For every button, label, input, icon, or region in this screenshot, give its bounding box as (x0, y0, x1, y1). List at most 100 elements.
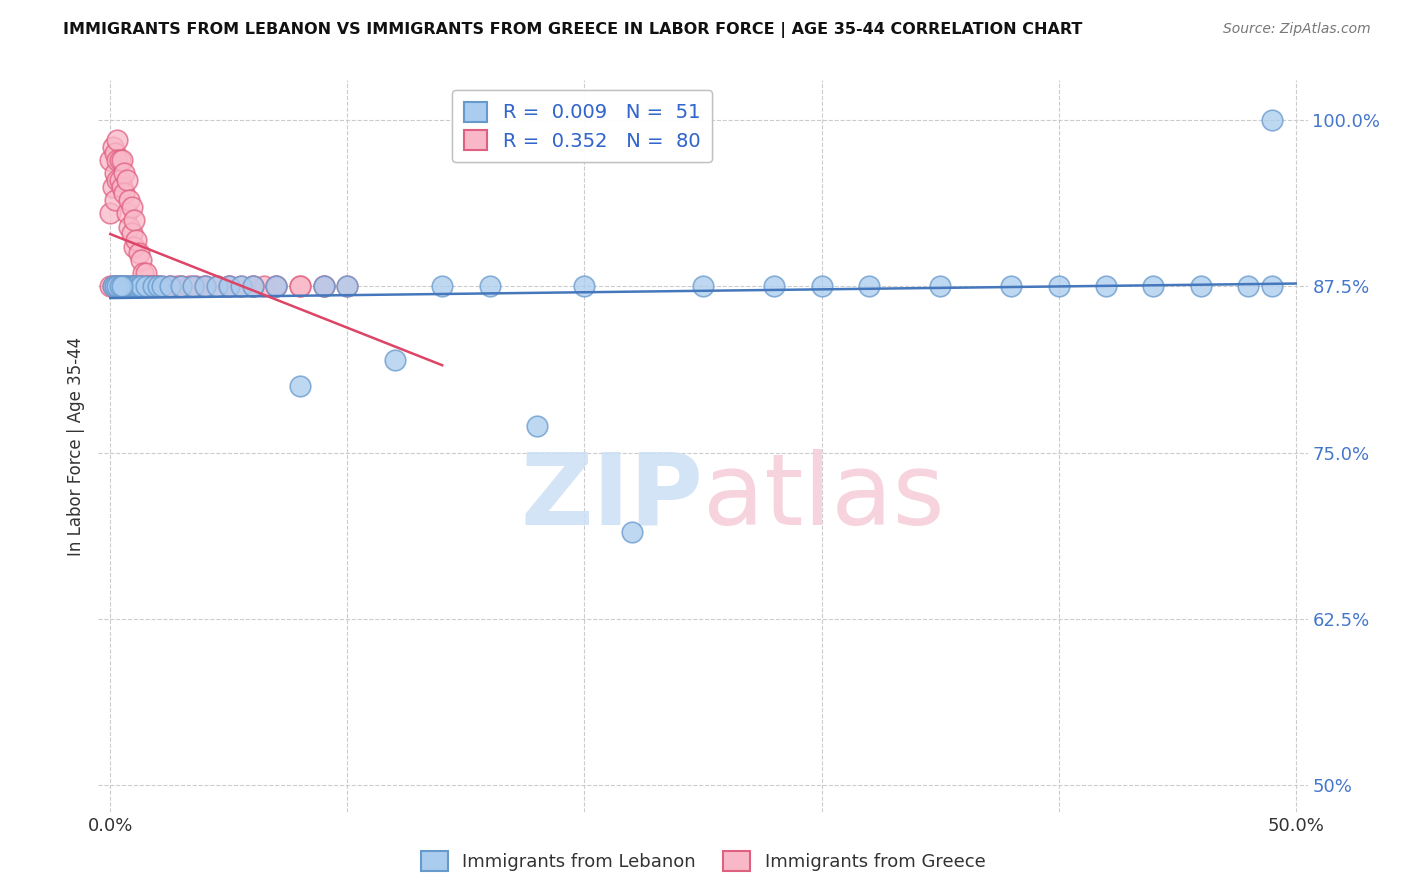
Point (143, 279, 166, 293)
Point (104, 279, 127, 293)
Point (111, 279, 134, 293)
Point (101, 279, 124, 293)
Point (136, 279, 159, 293)
Point (242, 279, 264, 293)
Point (336, 279, 359, 293)
Point (1189, 279, 1212, 293)
Legend: Immigrants from Lebanon, Immigrants from Greece: Immigrants from Lebanon, Immigrants from… (413, 844, 993, 879)
Point (1047, 279, 1070, 293)
Point (170, 279, 193, 293)
Text: Source: ZipAtlas.com: Source: ZipAtlas.com (1223, 22, 1371, 37)
Point (763, 279, 786, 293)
Point (288, 279, 311, 293)
Point (929, 279, 952, 293)
Point (194, 279, 217, 293)
Point (115, 279, 138, 293)
Point (118, 279, 141, 293)
Point (312, 279, 335, 293)
Point (111, 279, 134, 293)
Point (122, 279, 145, 293)
Point (105, 153, 128, 167)
Point (312, 279, 335, 293)
Point (118, 193, 141, 207)
Point (1261, 113, 1284, 128)
Point (858, 279, 880, 293)
Point (114, 279, 136, 293)
Point (432, 279, 454, 293)
Point (118, 279, 141, 293)
Point (115, 173, 138, 187)
Point (101, 279, 124, 293)
Point (574, 279, 596, 293)
Point (114, 186, 136, 201)
Point (264, 279, 287, 293)
Point (108, 173, 131, 187)
Point (177, 279, 200, 293)
Point (122, 279, 145, 293)
Point (218, 279, 240, 293)
Point (526, 419, 548, 434)
Point (142, 279, 165, 293)
Point (104, 193, 127, 207)
Point (312, 279, 335, 293)
Point (194, 279, 217, 293)
Point (288, 279, 311, 293)
Point (118, 219, 141, 234)
Point (101, 179, 124, 194)
Point (146, 279, 169, 293)
Point (135, 279, 157, 293)
Point (105, 279, 128, 293)
Point (142, 279, 165, 293)
Point (129, 252, 152, 267)
Point (122, 213, 145, 227)
Point (166, 279, 188, 293)
Point (115, 206, 138, 220)
Point (242, 279, 264, 293)
Point (125, 279, 148, 293)
Point (1095, 279, 1118, 293)
Point (121, 279, 143, 293)
Point (121, 200, 143, 214)
Point (129, 279, 152, 293)
Point (139, 279, 162, 293)
Point (98, 153, 121, 167)
Point (111, 179, 134, 194)
Text: IMMIGRANTS FROM LEBANON VS IMMIGRANTS FROM GREECE IN LABOR FORCE | AGE 35-44 COR: IMMIGRANTS FROM LEBANON VS IMMIGRANTS FR… (63, 22, 1083, 38)
Point (264, 279, 287, 293)
Point (105, 133, 128, 147)
Point (108, 279, 131, 293)
Point (205, 279, 228, 293)
Point (218, 279, 240, 293)
Point (108, 279, 131, 293)
Point (105, 173, 128, 187)
Point (142, 279, 165, 293)
Point (146, 279, 169, 293)
Point (125, 233, 148, 247)
Point (121, 226, 143, 240)
Point (159, 279, 181, 293)
Point (139, 279, 162, 293)
Point (1142, 279, 1164, 293)
Point (128, 279, 150, 293)
Point (184, 279, 207, 293)
Point (229, 279, 252, 293)
Point (181, 279, 204, 293)
Point (242, 279, 264, 293)
Point (111, 153, 134, 167)
Point (264, 279, 287, 293)
Point (128, 246, 150, 260)
Point (135, 266, 157, 280)
Point (135, 279, 157, 293)
Point (136, 279, 159, 293)
Point (478, 279, 501, 293)
Point (159, 279, 181, 293)
Point (121, 279, 143, 293)
Point (105, 279, 128, 293)
Y-axis label: In Labor Force | Age 35-44: In Labor Force | Age 35-44 (66, 336, 84, 556)
Legend: R =  0.009   N =  51, R =  0.352   N =  80: R = 0.009 N = 51, R = 0.352 N = 80 (453, 90, 711, 162)
Point (132, 266, 155, 280)
Point (104, 279, 127, 293)
Point (336, 279, 359, 293)
Point (115, 279, 138, 293)
Point (111, 279, 134, 293)
